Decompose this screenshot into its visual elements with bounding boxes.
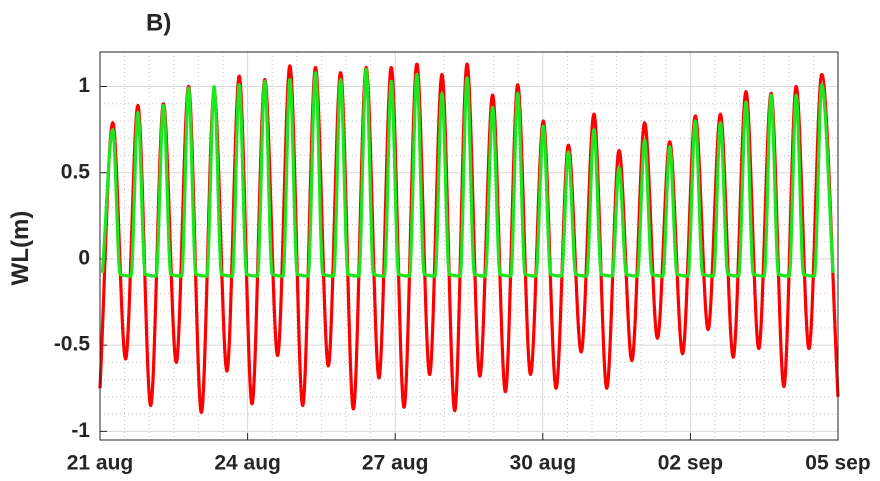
x-tick-label: 30 aug <box>510 452 577 475</box>
x-tick-label: 05 sep <box>805 452 870 475</box>
y-tick-label: 0.5 <box>61 160 91 183</box>
axes-box <box>99 51 839 441</box>
chart-title: B) <box>146 9 171 36</box>
y-axis-label: WL(m) <box>7 211 34 286</box>
x-tick-label: 24 aug <box>214 452 281 475</box>
series-line <box>100 67 835 278</box>
x-tick-label: 02 sep <box>658 452 723 475</box>
y-tick-label: 0 <box>78 246 90 269</box>
y-tick-label: -1 <box>71 419 90 442</box>
y-tick-label: 1 <box>78 74 90 97</box>
x-tick-label: 27 aug <box>362 452 429 475</box>
x-tick-label: 21 aug <box>67 452 134 475</box>
y-tick-label: -0.5 <box>54 333 91 356</box>
